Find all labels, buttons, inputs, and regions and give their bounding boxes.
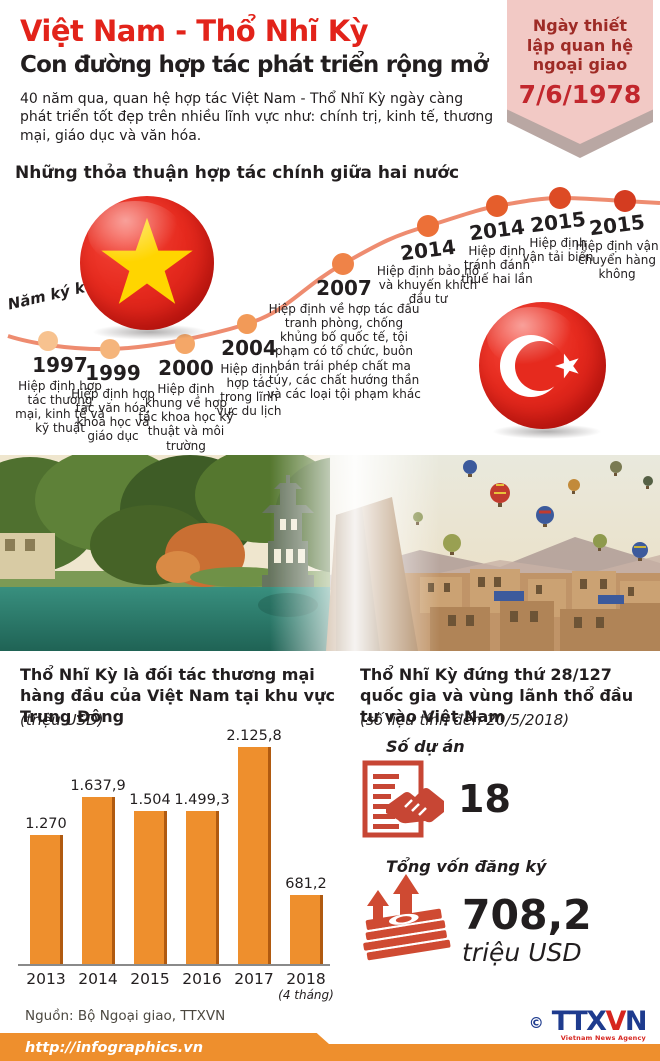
bar — [289, 895, 323, 965]
ribbon-label: Ngày thiết lập quan hệ ngoại giao — [526, 16, 634, 75]
bar-category-label: 2018 — [286, 970, 326, 988]
bar — [133, 811, 167, 965]
x-axis-line — [18, 964, 330, 966]
agency-logo: © TTXVN Vietnam News Agency — [528, 1006, 648, 1042]
source-note: Nguồn: Bộ Ngoại giao, TTXVN — [25, 1008, 226, 1024]
bar — [81, 797, 115, 965]
bar-value-label: 1.270 — [25, 816, 67, 832]
timeline-event-text: Hiệp định vận tải biển — [522, 236, 594, 265]
timeline-event: 2007 Hiệp định về hợp tác đấu tranh phòng… — [265, 278, 423, 401]
bar — [29, 835, 63, 965]
timeline-dot — [549, 187, 571, 209]
timeline-event-text: Hiệp định bảo hộ và khuyến khích đầu tư — [376, 264, 480, 307]
capital-unit: triệu USD — [462, 938, 582, 967]
timeline-heading: Những thỏa thuận hợp tác chính giữa hai … — [15, 163, 460, 183]
bar-category-label: 2014 — [78, 970, 118, 988]
intro-paragraph: 40 năm qua, quan hệ hợp tác Việt Nam - T… — [20, 91, 494, 144]
timeline-year: 2015 — [587, 209, 647, 241]
timeline-year: 2000 — [158, 356, 214, 380]
investment-title: Thổ Nhĩ Kỳ đứng thứ 28/127 quốc gia và v… — [360, 665, 634, 726]
timeline-event: 1999 Hiệp định hợp tác văn hóa, khoa học … — [71, 363, 155, 444]
investment-note: (số liệu tính đến 20/5/2018) — [360, 711, 570, 729]
bar-category-label: 2017 — [234, 970, 274, 988]
bar-slot: 681,2 — [280, 727, 332, 965]
capital-label: Tổng vốn đăng ký — [386, 857, 547, 876]
footer-url[interactable]: http://infographics.vn — [25, 1040, 204, 1056]
timeline-event: 2000 Hiệp định khung về hợp tác khoa học … — [138, 358, 234, 453]
trade-chart-unit: (triệu USD) — [20, 711, 104, 729]
projects-value: 18 — [458, 777, 511, 821]
bar — [237, 747, 271, 965]
bar-slot: 1.499,3 — [174, 727, 230, 965]
x-axis-note: (4 tháng) — [278, 988, 334, 1002]
timeline-event-text: Hiệp định về hợp tác đấu tranh phòng, ch… — [267, 302, 421, 401]
bar-value-label: 2.125,8 — [226, 728, 282, 744]
bar-slot: 1.504 — [124, 727, 176, 965]
timeline-dot — [332, 253, 354, 275]
money-growth-icon — [363, 874, 451, 961]
projects-label: Số dự án — [386, 737, 465, 756]
copyright-icon: © — [528, 1014, 544, 1032]
vietnam-flag-shadow — [92, 324, 208, 340]
bar-value-label: 1.637,9 — [70, 778, 126, 794]
timeline-year: 1999 — [85, 361, 141, 385]
hot-air-balloons — [413, 460, 653, 561]
footer-url-tab — [0, 1033, 348, 1061]
bar-category-label: 2013 — [26, 970, 66, 988]
timeline-event-text: Hiệp định vận chuyển hàng không — [575, 239, 659, 282]
timeline-dot — [417, 215, 439, 237]
bar-slot: 1.637,9 — [70, 727, 126, 965]
page-subtitle: Con đường hợp tác phát triển rộng mở — [20, 52, 489, 78]
turkey-flag-icon — [479, 302, 606, 429]
contract-handshake-icon — [362, 760, 444, 838]
timeline-event: 2014 Hiệp định bảo hộ và khuyến khích đầu… — [376, 235, 480, 307]
trade-bar-chart: 1.270 1.637,9 1.504 1.499,3 2.125,8 681,2 — [20, 727, 332, 965]
timeline-event: 2004 Hiệp định hợp tác trong lĩnh vực du … — [212, 338, 286, 419]
timeline-year: 1997 — [32, 353, 88, 377]
ttxvn-logo: TTXVN — [551, 1006, 648, 1037]
diplomatic-date-ribbon: Ngày thiết lập quan hệ ngoại giao 7/6/19… — [507, 0, 653, 158]
timeline-event-text: Hiệp định hợp tác thương mại, kinh tế và… — [15, 379, 105, 436]
timeline-event-text: Hiệp định tránh đánh thuế hai lần — [461, 244, 533, 287]
timeline-year: 2004 — [221, 336, 277, 360]
timeline-event: 1997 Hiệp định hợp tác thương mại, kinh t… — [15, 355, 105, 436]
photo-collage — [0, 455, 660, 651]
bar-slot: 1.270 — [20, 727, 72, 965]
ribbon-date: 7/6/1978 — [518, 79, 642, 109]
bar-value-label: 681,2 — [285, 876, 327, 892]
timeline-event-text: Hiệp định hợp tác trong lĩnh vực du lịch — [216, 362, 282, 419]
agency-name: Vietnam News Agency — [560, 1034, 646, 1042]
vietnam-flag-icon — [80, 196, 214, 330]
timeline-event: 2015 Hiệp định vận chuyển hàng không — [573, 210, 660, 282]
timeline-event: 2015 Hiệp định vận tải biển — [518, 207, 598, 265]
timeline-event-text: Hiệp định khung về hợp tác khoa học kỹ t… — [138, 382, 234, 453]
timeline-dot — [237, 314, 257, 334]
timeline-year: 2007 — [316, 276, 372, 300]
trade-chart-title: Thổ Nhĩ Kỳ là đối tác thương mại hàng đầ… — [20, 665, 335, 726]
timeline-event: 2014 Hiệp định tránh đánh thuế hai lần — [451, 215, 543, 287]
timeline-dot — [486, 195, 508, 217]
timeline-dot — [175, 334, 195, 354]
bar-value-label: 1.504 — [129, 792, 171, 808]
page-title: Việt Nam - Thổ Nhĩ Kỳ — [20, 14, 369, 48]
bar-category-label: 2016 — [182, 970, 222, 988]
capital-value: 708,2 — [462, 891, 592, 939]
bar-slot: 2.125,8 — [226, 727, 282, 965]
bar — [185, 811, 219, 965]
turkey-flag-shadow — [492, 424, 602, 439]
bar-category-label: 2015 — [130, 970, 170, 988]
bar-value-label: 1.499,3 — [174, 792, 230, 808]
timeline-dot — [38, 331, 58, 351]
x-axis-labels: 2013 2014 2015 2016 2017 2018 — [20, 970, 332, 988]
timeline-event-text: Hiệp định hợp tác văn hóa, khoa học và g… — [71, 387, 155, 444]
timeline-dot — [614, 190, 636, 212]
timeline-dot — [100, 339, 120, 359]
